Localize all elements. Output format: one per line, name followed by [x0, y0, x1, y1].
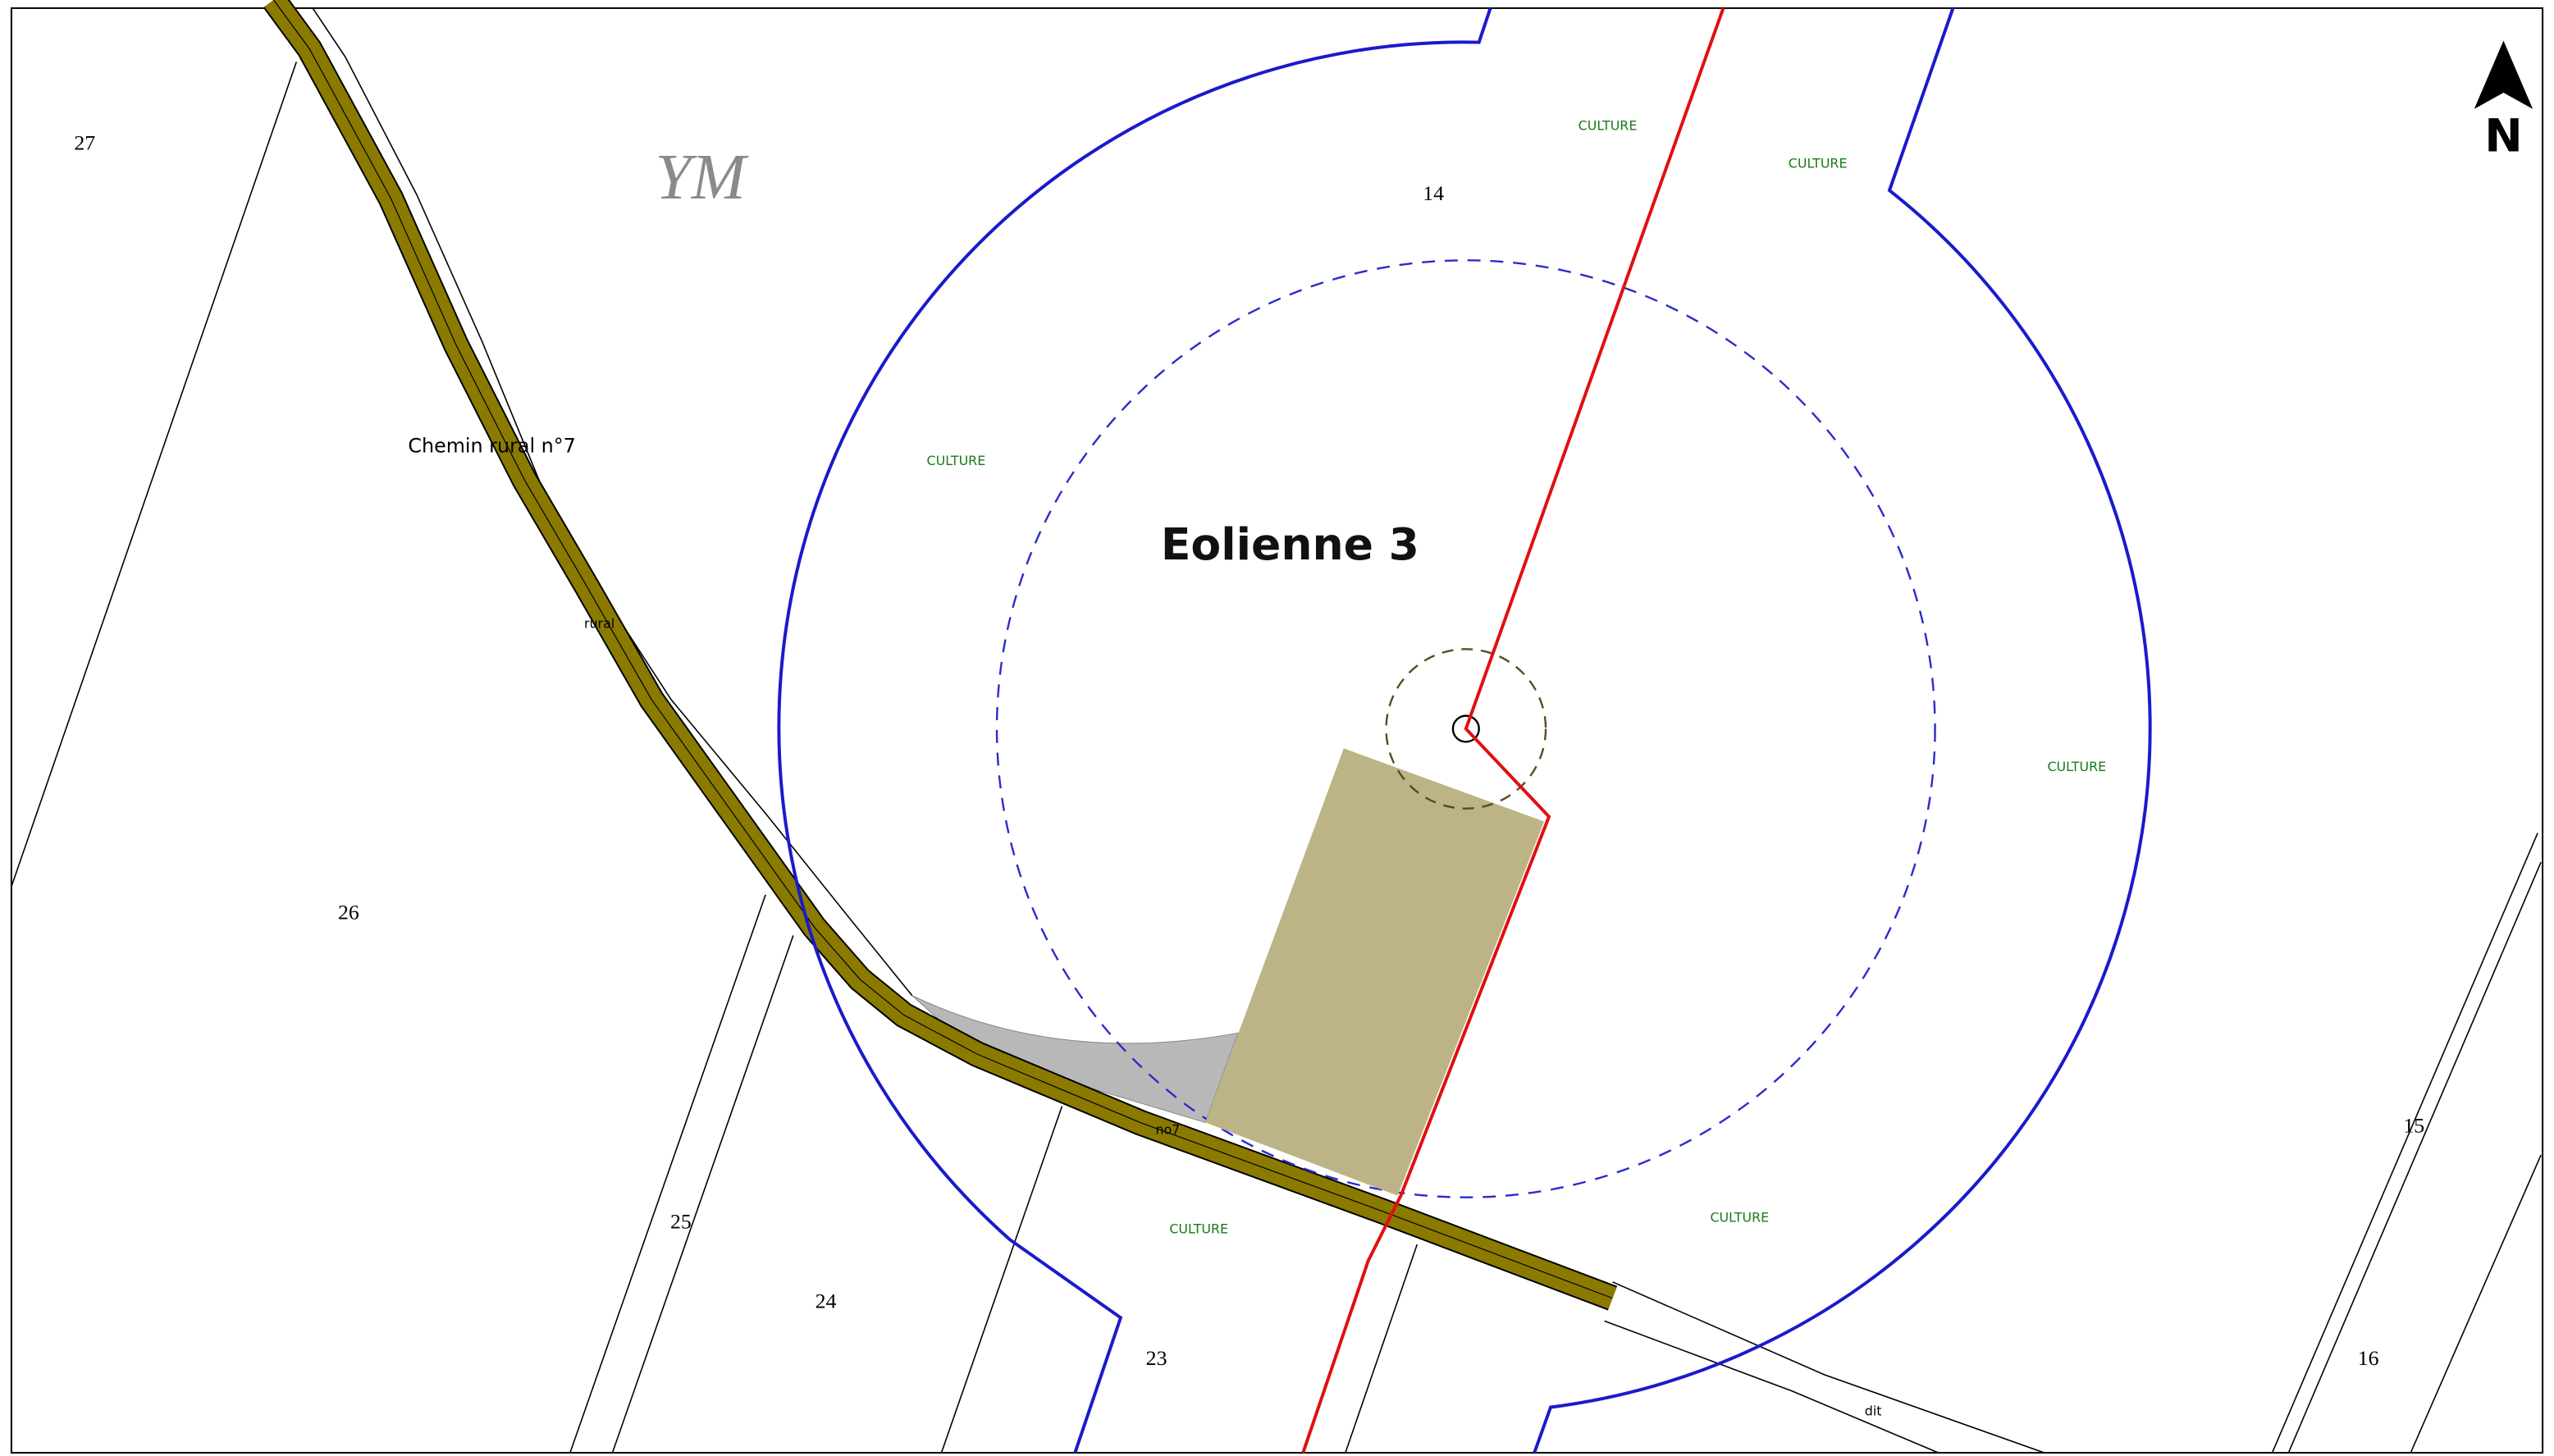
- land-use: CULTURE: [1789, 155, 1848, 171]
- road-fragment: no7: [1156, 1121, 1181, 1137]
- turbine-label: Eolienne 3: [1161, 518, 1419, 570]
- section-label: YM: [656, 141, 749, 213]
- land-use: CULTURE: [2047, 759, 2106, 774]
- rotor-buffer: [995, 259, 1936, 1198]
- parcel-number: 15: [2403, 1113, 2424, 1137]
- parcel-number: 14: [1423, 181, 1444, 205]
- parcel-number: 26: [338, 901, 359, 924]
- platform: [1205, 748, 1545, 1196]
- parcel-number: 27: [74, 130, 95, 154]
- land-use: CULTURE: [1169, 1221, 1228, 1236]
- access-area: [911, 995, 1239, 1124]
- land-use: CULTURE: [927, 453, 986, 468]
- land-use: CULTURE: [1710, 1209, 1769, 1225]
- parcel-number: 25: [670, 1209, 692, 1233]
- turbine-mast: [1451, 714, 1480, 743]
- road-axis: [273, 0, 1613, 1299]
- road-fragment: dit: [1865, 1403, 1882, 1418]
- rotor-circle: [1385, 648, 1547, 810]
- map-frame: [10, 7, 2544, 1454]
- north-arrow: [2474, 40, 2533, 109]
- parcel-number: 16: [2358, 1346, 2379, 1370]
- parcel-lines: [11, 7, 2542, 1454]
- cable-route: [1301, 7, 1725, 1454]
- buffer-outline: [1533, 7, 2152, 1454]
- buffer-outline: [777, 7, 1492, 1454]
- land-use: CULTURE: [1579, 118, 1638, 134]
- road-label: Chemin rural n°7: [408, 434, 575, 457]
- north-label: N: [2484, 109, 2523, 162]
- parcel-number: 24: [816, 1289, 837, 1313]
- parcel-number: 23: [1146, 1346, 1167, 1370]
- road-fragment: rural: [584, 616, 615, 632]
